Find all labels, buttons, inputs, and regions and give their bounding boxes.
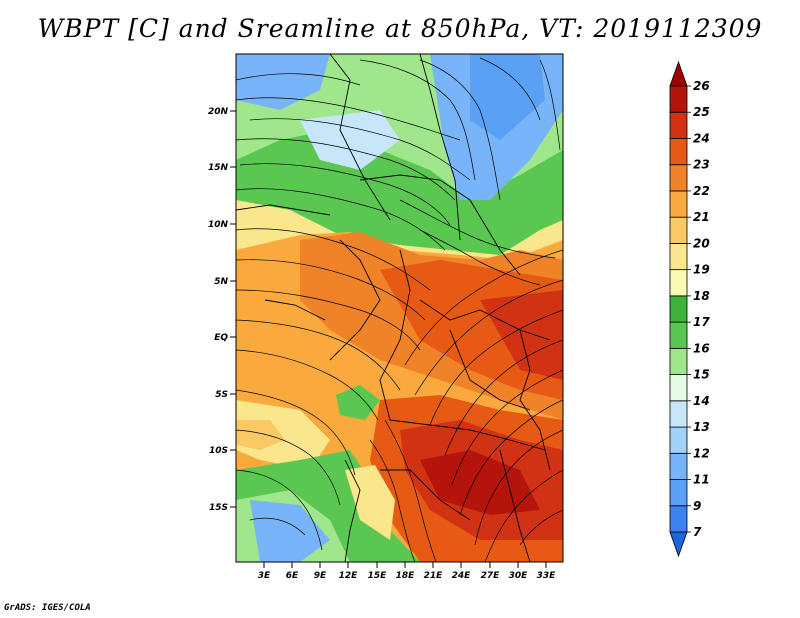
lon-label: 33E — [537, 571, 557, 581]
colorbar-label: 14 — [693, 394, 710, 408]
colorbar-label: 15 — [693, 368, 710, 382]
lat-label: 15N — [208, 163, 229, 173]
colorbar-segment — [669, 190, 688, 218]
lon-label: 15E — [368, 571, 388, 581]
colorbar-segment — [669, 295, 688, 323]
streamlines — [236, 57, 563, 562]
colorbar-segment — [669, 164, 688, 192]
colorbar-segment — [669, 400, 688, 428]
colorbar-segment — [669, 374, 688, 402]
lat-label: 10S — [209, 446, 228, 456]
lon-label: 30E — [509, 571, 529, 581]
lat-label: 15S — [209, 503, 228, 513]
wbpt-shaded-field — [236, 54, 563, 562]
lat-label: EQ — [214, 333, 228, 343]
lat-label: 10N — [208, 220, 229, 230]
grads-credit: GrADS: IGES/COLA — [4, 603, 91, 613]
lon-label: 21E — [424, 571, 444, 581]
colorbar-label: 17 — [693, 315, 710, 329]
lon-label: 6E — [286, 571, 299, 581]
colorbar-segment — [669, 138, 688, 166]
lat-label: 5S — [215, 390, 228, 400]
colorbar-label: 23 — [693, 158, 710, 172]
lon-label: 3E — [258, 571, 271, 581]
colorbar-segment — [669, 452, 688, 480]
lat-label: 20N — [208, 107, 229, 117]
colorbar-label: 16 — [693, 341, 710, 355]
colorbar-label: 22 — [693, 184, 710, 198]
colorbar-segment — [669, 426, 688, 454]
country-borders — [236, 54, 551, 562]
lon-label: 12E — [339, 571, 359, 581]
lon-label: 24E — [452, 571, 472, 581]
colorbar-segment — [669, 321, 688, 349]
colorbar-segment — [669, 347, 688, 375]
colorbar-segment — [669, 60, 688, 87]
lon-label: 18E — [396, 571, 416, 581]
colorbar-segment — [669, 531, 688, 558]
lat-label: 5N — [214, 277, 228, 287]
colorbar: 7 9 11 12 13 14 15 16 17 18 19 20 21 22 23 24 25 26 — [669, 60, 710, 558]
colorbar-segment — [669, 505, 688, 533]
colorbar-label: 21 — [693, 210, 710, 224]
colorbar-label: 12 — [693, 446, 710, 460]
colorbar-segment — [669, 243, 688, 271]
colorbar-label: 19 — [693, 263, 710, 277]
lon-label: 27E — [481, 571, 501, 581]
colorbar-label: 26 — [693, 79, 710, 93]
colorbar-segment — [669, 216, 688, 244]
colorbar-label: 24 — [693, 131, 710, 145]
colorbar-label: 18 — [693, 289, 710, 303]
lon-label: 9E — [314, 571, 327, 581]
colorbar-segment — [669, 85, 688, 113]
colorbar-label: 11 — [693, 473, 710, 487]
colorbar-label: 7 — [693, 525, 702, 539]
map-title: WBPT [C] and Sreamline at 850hPa, VT: 20… — [37, 14, 763, 43]
colorbar-label: 25 — [693, 105, 710, 119]
colorbar-segment — [669, 111, 688, 139]
colorbar-segment — [669, 269, 688, 297]
colorbar-segment — [669, 479, 688, 507]
colorbar-label: 9 — [693, 499, 701, 513]
colorbar-label: 20 — [693, 236, 710, 250]
colorbar-label: 13 — [693, 420, 710, 434]
map-frame — [235, 53, 564, 563]
